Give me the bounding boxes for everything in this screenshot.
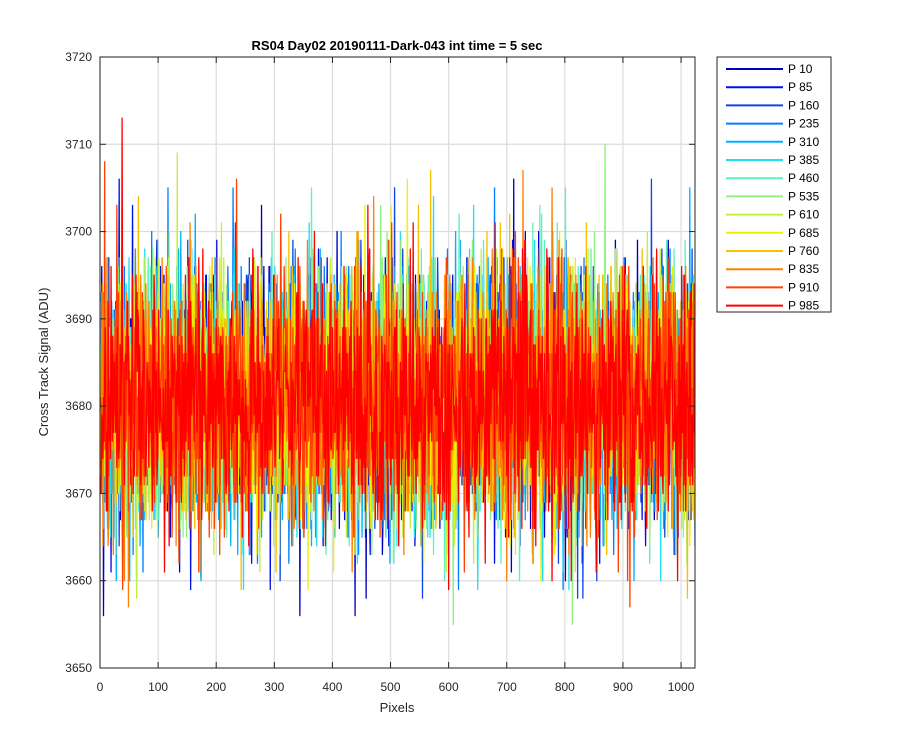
x-tick-label: 300 [264, 680, 284, 694]
x-tick-label: 800 [555, 680, 575, 694]
series-line [100, 117, 695, 591]
x-axis-label: Pixels [380, 700, 415, 715]
x-tick-label: 500 [381, 680, 401, 694]
x-tick-label: 200 [206, 680, 226, 694]
x-tick-label: 400 [322, 680, 342, 694]
y-tick-label: 3650 [65, 661, 92, 675]
legend-entry: P 535 [788, 189, 819, 203]
series-area [100, 117, 695, 626]
legend-entry: P 610 [788, 208, 819, 222]
legend-entry: P 910 [788, 280, 819, 294]
legend-entry: P 460 [788, 171, 819, 185]
legend-entry: P 310 [788, 135, 819, 149]
plot-frame [99, 56, 696, 669]
x-tick-label: 900 [613, 680, 633, 694]
x-tick-label: 100 [148, 680, 168, 694]
legend-entry: P 760 [788, 244, 819, 258]
x-tick-label: 700 [497, 680, 517, 694]
legend-entry: P 160 [788, 98, 819, 112]
axis-ticks: 0 100 200 300 400 500 600 700 800 900 1000 3650 3660… [65, 50, 695, 694]
series-lines [100, 117, 695, 626]
chart-title: RS04 Day02 20190111-Dark-043 int time = … [252, 38, 543, 53]
legend-entry: P 10 [788, 62, 813, 76]
y-tick-label: 3690 [65, 312, 92, 326]
legend: P 10 P 85 P 160 P 235 P 310 P 385 P 460 P 535 P … [716, 56, 832, 313]
y-tick-label: 3670 [65, 486, 92, 500]
legend-entry: P 385 [788, 153, 819, 167]
legend-entry: P 985 [788, 299, 819, 313]
y-tick-label: 3720 [65, 50, 92, 64]
y-axis-label: Cross Track Signal (ADU) [36, 288, 51, 437]
legend-entry: P 235 [788, 117, 819, 131]
x-tick-label: 1000 [668, 680, 695, 694]
legend-entry: P 835 [788, 262, 819, 276]
x-tick-label: 600 [439, 680, 459, 694]
legend-entry: P 685 [788, 226, 819, 240]
y-tick-label: 3710 [65, 137, 92, 151]
legend-entry: P 85 [788, 80, 813, 94]
x-tick-label: 0 [97, 680, 104, 694]
y-tick-label: 3700 [65, 225, 92, 239]
y-tick-label: 3680 [65, 399, 92, 413]
y-tick-label: 3660 [65, 574, 92, 588]
